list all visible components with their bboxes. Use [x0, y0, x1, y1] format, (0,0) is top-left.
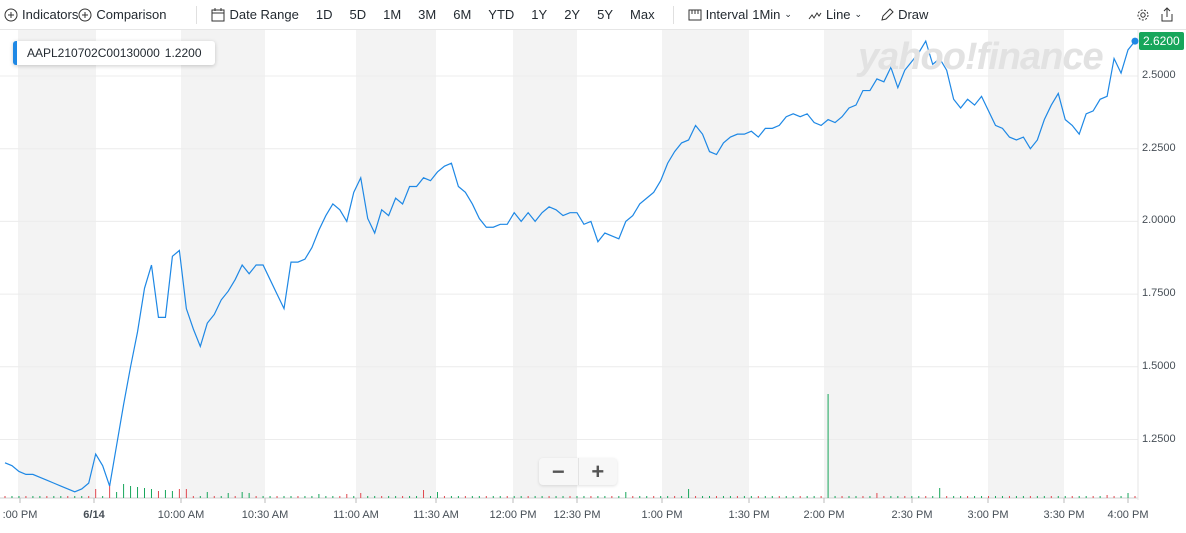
ruler-icon: [688, 9, 702, 20]
interval-label: Interval: [705, 7, 749, 22]
x-tick-label: 11:00 AM: [333, 509, 379, 521]
divider: [196, 5, 198, 24]
chevron-down-icon: ⌄: [784, 9, 792, 19]
x-tick-label: 11:30 AM: [413, 509, 459, 521]
last-price-dot: [1131, 37, 1139, 45]
range-5y[interactable]: 5Y: [597, 7, 614, 22]
x-tick-label: 12:30 PM: [553, 509, 601, 521]
x-tick-label: 1:30 PM: [728, 509, 770, 521]
last-price-label: 2.6200: [1139, 32, 1184, 50]
range-5d[interactable]: 5D: [349, 7, 367, 22]
chevron-down-icon: ⌄: [854, 9, 863, 19]
yahoo-finance-watermark: yahoo!finance: [858, 36, 1104, 78]
x-tick-label: 3:30 PM: [1043, 509, 1085, 521]
y-tick-label: 2.0000: [1142, 214, 1176, 227]
legend-symbol: AAPL210702C00130000: [27, 46, 160, 60]
share-icon[interactable]: [1160, 7, 1174, 22]
x-tick-label: 10:00 AM: [157, 509, 205, 521]
price-line: [4, 39, 1136, 493]
range-1m[interactable]: 1M: [383, 7, 402, 22]
settings-icon[interactable]: [1136, 8, 1150, 22]
x-tick-label: 6/14: [83, 509, 105, 521]
indicators-button[interactable]: Indicators: [4, 7, 78, 22]
y-tick-label: 1.2500: [1142, 432, 1176, 445]
x-tick-label: :00 PM: [2, 509, 38, 521]
chart-type-label: Line: [825, 7, 851, 22]
date-range-label: Date Range: [229, 7, 299, 22]
range-3m[interactable]: 3M: [418, 7, 437, 22]
x-tick-label: 2:30 PM: [891, 509, 933, 521]
interval-dropdown[interactable]: Interval 1Min ⌄: [688, 7, 792, 22]
zoom-in-button[interactable]: +: [591, 458, 605, 484]
plus-circle-icon: [4, 8, 18, 21]
interval-value: 1Min: [752, 7, 781, 22]
indicators-label: Indicators: [22, 7, 79, 22]
plus-circle-icon: [78, 8, 92, 21]
x-tick-label: 3:00 PM: [967, 509, 1009, 521]
price-chart[interactable]: [0, 30, 1186, 533]
range-2y[interactable]: 2Y: [564, 7, 581, 22]
x-tick-label: 10:30 AM: [241, 509, 289, 521]
time-band: [662, 30, 749, 498]
range-6m[interactable]: 6M: [453, 7, 472, 22]
legend-value: 1.2200: [164, 46, 202, 60]
range-ytd[interactable]: YTD: [488, 7, 515, 22]
comparison-button[interactable]: Comparison: [78, 7, 166, 22]
time-band: [513, 30, 577, 498]
zoom-control: − +: [539, 458, 617, 485]
chart-toolbar: Indicators Comparison Date Range 1D 5D 1…: [0, 0, 1186, 30]
zoom-out-button[interactable]: −: [539, 458, 579, 485]
comparison-label: Comparison: [96, 7, 167, 22]
x-tick-label: 12:00 PM: [489, 509, 537, 521]
x-tick-label: 4:00 PM: [1107, 509, 1149, 521]
range-max[interactable]: Max: [630, 7, 655, 22]
x-tick-label: 2:00 PM: [803, 509, 845, 521]
y-tick-label: 2.2500: [1142, 141, 1176, 154]
y-tick-label: 1.7500: [1142, 287, 1176, 300]
time-band: [988, 30, 1064, 498]
range-1y[interactable]: 1Y: [531, 7, 548, 22]
y-tick-label: 2.5000: [1142, 69, 1176, 81]
x-tick-label: 1:00 PM: [641, 509, 683, 521]
time-band: [356, 30, 436, 498]
time-band: [181, 30, 265, 498]
calendar-icon: [211, 7, 225, 21]
y-tick-label: 1.5000: [1142, 359, 1176, 372]
pencil-icon: [881, 7, 894, 21]
series-legend[interactable]: AAPL210702C00130000 1.2200: [13, 41, 215, 65]
time-band: [18, 30, 96, 498]
draw-label: Draw: [898, 7, 929, 22]
date-range-button[interactable]: Date Range: [211, 7, 299, 22]
draw-button[interactable]: Draw: [880, 7, 928, 22]
range-1d[interactable]: 1D: [315, 7, 333, 22]
divider: [672, 5, 674, 24]
chart-type-dropdown[interactable]: Line ⌄: [808, 7, 862, 22]
time-band: [824, 30, 912, 498]
line-chart-icon: [808, 11, 822, 19]
